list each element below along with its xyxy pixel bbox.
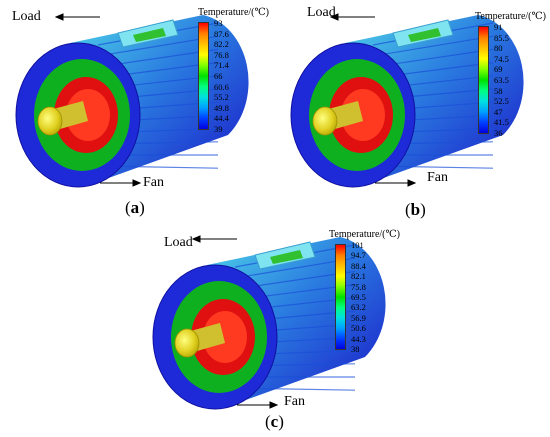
direction-arrows — [191, 235, 279, 409]
load-label: Load — [307, 5, 336, 20]
colorbar-tick-label: 44.4 — [214, 113, 229, 124]
terminal-box-inner — [133, 28, 166, 42]
motor-thermal-model-a — [15, 13, 249, 188]
motor-thermal-model-c — [152, 235, 386, 410]
fan-label: Fan — [143, 175, 164, 190]
colorbar-tick-label: 41.5 — [494, 117, 509, 128]
shaft-end — [37, 106, 63, 136]
colorbar-title: Temperature/(℃) — [329, 229, 401, 240]
colorbar-tick-label: 36 — [494, 128, 503, 138]
colorbar-title: Temperature/(℃) — [475, 11, 547, 22]
cooling-fin — [372, 35, 494, 57]
terminal-box-inner — [408, 28, 441, 42]
figure-caption: (a) — [125, 198, 145, 217]
panel-a: Load Fan Temperature/(℃) 93 87.6 82.2 76.8 7… — [0, 0, 275, 220]
colorbar-tick-label: 50.6 — [351, 323, 366, 334]
terminal-box-inner — [270, 250, 303, 264]
load-label: Load — [164, 235, 193, 250]
temperature-colorbar — [198, 22, 209, 130]
temperature-colorbar — [335, 244, 346, 350]
fan-label: Fan — [284, 394, 305, 409]
colorbar-tick-label: 56.9 — [351, 312, 366, 323]
colorbar-tick-label: 85.5 — [494, 32, 509, 43]
colorbar-tick-label: 63.2 — [351, 302, 366, 313]
colorbar-tick-label: 88.4 — [351, 260, 366, 271]
colorbar-tick-label: 38 — [351, 344, 360, 354]
rotor-core — [66, 89, 110, 141]
rotor-core — [341, 89, 385, 141]
load-label: Load — [12, 9, 41, 24]
direction-arrows — [329, 13, 417, 187]
colorbar-tick-label: 80 — [494, 43, 503, 54]
colorbar-tick-label: 44.3 — [351, 333, 366, 344]
colorbar-tick-label: 49.8 — [214, 102, 229, 113]
colorbar-tick-label: 69 — [494, 64, 503, 75]
colorbar-tick-label: 91 — [494, 22, 503, 32]
panel-c: Load Fan Temperature/(℃) 101 94.7 88.4 82.1… — [137, 222, 412, 437]
panel-b: Load Fan Temperature/(℃) 91 85.5 80 74.5 69 6… — [275, 0, 550, 220]
colorbar-tick-label: 60.6 — [214, 81, 229, 92]
colorbar-tick-label: 94.7 — [351, 250, 366, 261]
colorbar-tick-label: 63.5 — [494, 75, 509, 85]
colorbar-tick-label: 69.5 — [351, 292, 366, 302]
colorbar-tick-label: 74.5 — [494, 53, 509, 64]
colorbar-tick-label: 82.2 — [214, 39, 229, 50]
colorbar-tick-label: 66 — [214, 71, 223, 81]
colorbar-title: Temperature/(℃) — [198, 7, 270, 18]
figure-caption: (c) — [265, 412, 284, 431]
direction-arrows — [54, 13, 142, 187]
figure-caption: (b) — [405, 200, 426, 219]
colorbar-tick-label: 71.4 — [214, 60, 229, 71]
colorbar-tick-label: 75.8 — [351, 281, 366, 292]
colorbar-tick-label: 87.6 — [214, 28, 229, 39]
colorbar-tick-label: 47 — [494, 106, 503, 117]
colorbar-tick-label: 101 — [351, 240, 364, 250]
shaft-end — [174, 328, 200, 358]
colorbar-tick-label: 52.5 — [494, 96, 509, 107]
rotor-core — [203, 311, 247, 363]
colorbar-tick-label: 76.8 — [214, 49, 229, 60]
colorbar-tick-label: 55.2 — [214, 92, 229, 103]
fan-label: Fan — [427, 170, 448, 185]
shaft-end — [312, 106, 338, 136]
colorbar-tick-label: 58 — [494, 85, 503, 96]
colorbar-tick-label: 82.1 — [351, 271, 366, 282]
temperature-colorbar — [478, 26, 489, 134]
colorbar-tick-label: 39 — [214, 124, 223, 134]
colorbar-tick-label: 93 — [214, 18, 223, 28]
